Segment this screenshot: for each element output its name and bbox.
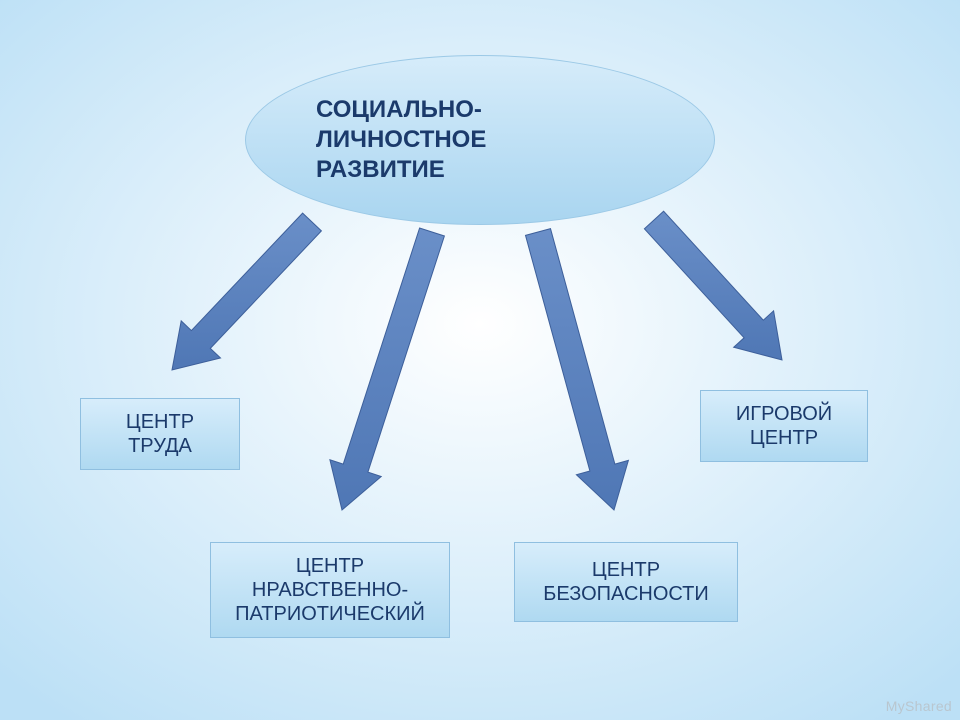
arrow <box>526 229 629 510</box>
arrow <box>644 211 782 360</box>
arrows-layer <box>0 0 960 720</box>
node-moral-label: ЦЕНТРНРАВСТВЕННО-ПАТРИОТИЧЕСКИЙ <box>235 554 425 626</box>
node-labor: ЦЕНТРТРУДА <box>80 398 240 470</box>
node-labor-label: ЦЕНТРТРУДА <box>126 410 194 458</box>
slide-root: СОЦИАЛЬНО-ЛИЧНОСТНОЕРАЗВИТИЕ ЦЕНТРТРУДА … <box>0 0 960 720</box>
node-moral: ЦЕНТРНРАВСТВЕННО-ПАТРИОТИЧЕСКИЙ <box>210 542 450 638</box>
node-safety: ЦЕНТРБЕЗОПАСНОСТИ <box>514 542 738 622</box>
node-play: ИГРОВОЙЦЕНТР <box>700 390 868 462</box>
arrow <box>330 228 445 510</box>
arrow <box>172 213 321 370</box>
watermark: MyShared <box>886 698 952 714</box>
node-safety-label: ЦЕНТРБЕЗОПАСНОСТИ <box>543 558 709 606</box>
node-play-label: ИГРОВОЙЦЕНТР <box>736 402 832 450</box>
